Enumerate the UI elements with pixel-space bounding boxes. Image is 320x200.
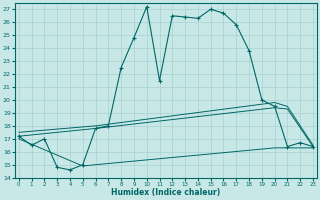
X-axis label: Humidex (Indice chaleur): Humidex (Indice chaleur) (111, 188, 220, 197)
